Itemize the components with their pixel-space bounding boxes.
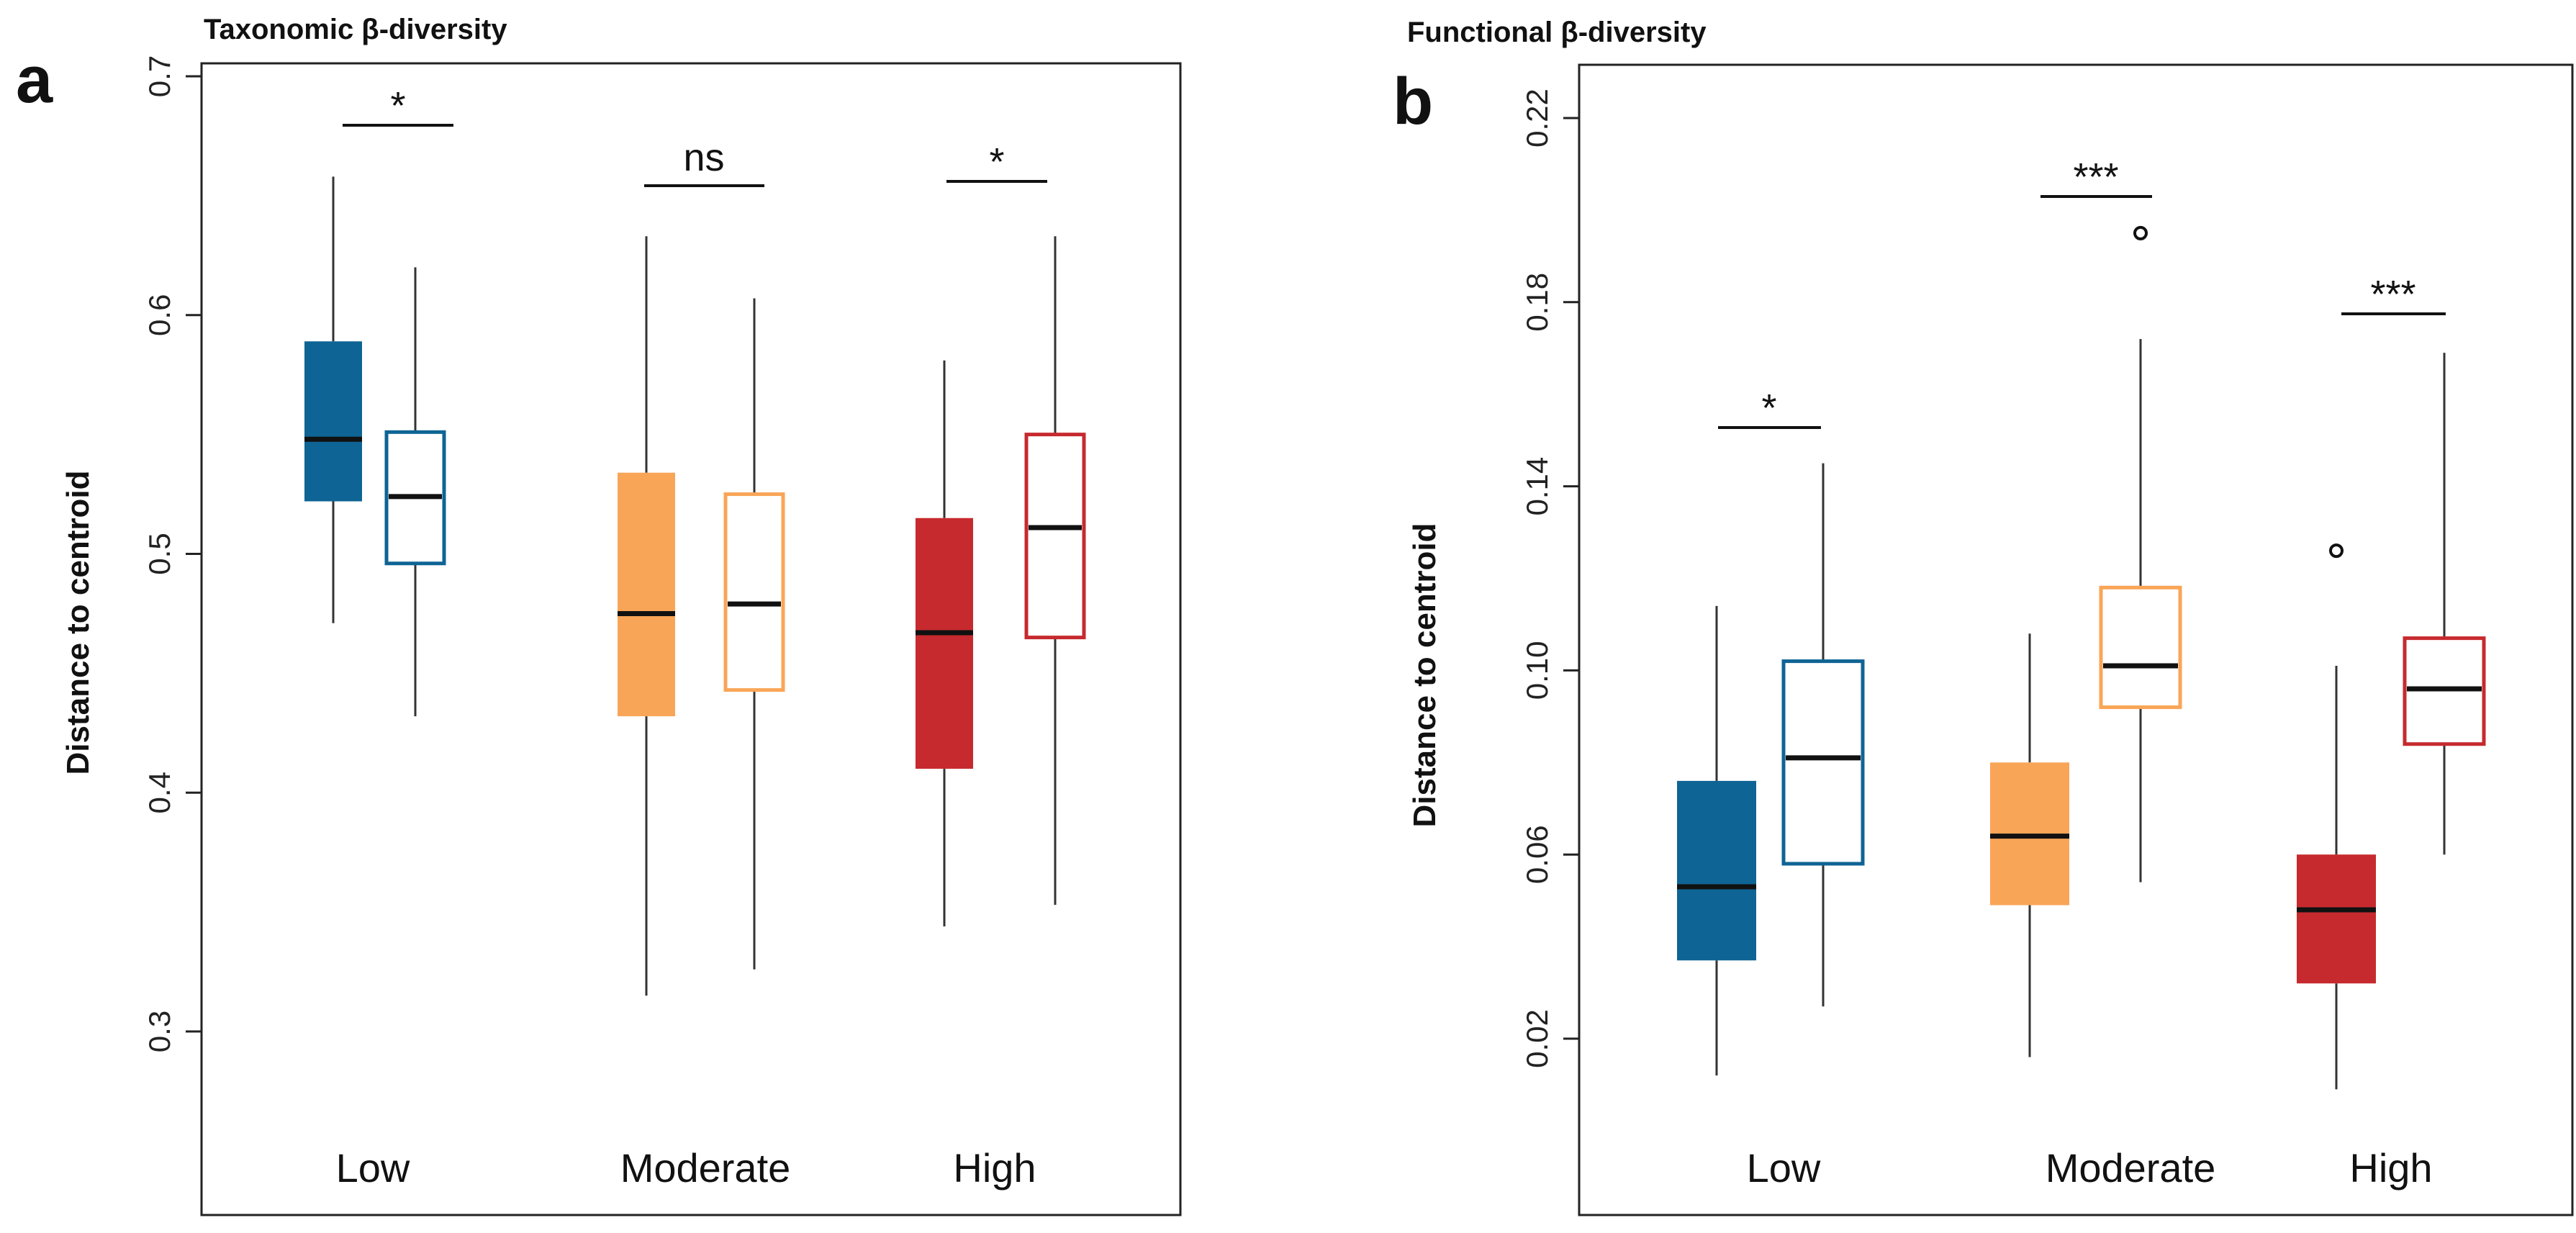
panel-b-title: Functional β-diversity [1407,17,1707,48]
y-tick-label: 0.02 [1520,1009,1554,1068]
category-label-low: Low [336,1145,410,1191]
panel-a-letter: a [16,43,53,117]
boxplot-high-open [2403,353,2486,855]
category-label-high: High [2349,1145,2432,1191]
panel-a-category-labels: Low Moderate High [336,1145,1036,1191]
boxplot-high-filled [2297,543,2376,1090]
panel-a-title: Taxonomic β-diversity [204,14,507,45]
outlier-point [2329,543,2344,559]
panel-a-plot-frame [200,62,1182,1216]
significance-label-low: * [390,84,405,127]
y-tick-label: 0.18 [1520,273,1554,332]
panel-a-boxplots [304,176,1086,996]
boxplot-moderate-filled [1990,633,2069,1057]
boxplot-high-open [1024,236,1086,905]
y-tick-label: 0.7 [143,55,176,97]
panel-b-category-labels: Low Moderate High [1747,1145,2433,1191]
panel-b-y-axis-label: Distance to centroid [1407,523,1442,828]
boxplot-low-filled [1677,605,1756,1076]
box-iqr [1677,780,1756,961]
category-label-low: Low [1747,1145,1821,1191]
box-iqr [1024,433,1086,640]
y-tick-label: 0.10 [1520,641,1554,700]
box-iqr [304,341,362,502]
y-tick-label: 0.14 [1520,457,1554,516]
box-iqr [1781,659,1865,866]
boxplot-high-filled [916,360,973,927]
significance-label-moderate: ns [683,136,724,179]
box-iqr [2297,854,2376,984]
y-tick-label: 0.4 [143,772,176,813]
boxplot-moderate-open [723,298,785,970]
boxplot-moderate-open [2099,225,2182,882]
box-iqr [916,518,973,769]
panel-a-y-ticks: 0.3 0.4 0.5 0.6 0.7 [143,55,202,1052]
panel-a-y-axis-label: Distance to centroid [60,471,96,775]
panel-b-boxplots [1677,225,2486,1090]
y-tick-label: 0.5 [143,533,176,574]
category-label-high: High [953,1145,1036,1191]
panel-b-letter: b [1393,65,1433,138]
box-iqr [618,472,675,717]
panel-b: b Functional β-diversity Distance to cen… [1393,17,2574,1216]
y-tick-label: 0.6 [143,294,176,336]
significance-label-high: *** [2370,273,2415,316]
box-iqr [2099,585,2182,710]
y-tick-label: 0.3 [143,1011,176,1052]
boxplot-low-filled [304,176,362,623]
boxplot-low-open [384,267,446,717]
boxplot-moderate-filled [618,236,675,996]
category-label-moderate: Moderate [2046,1145,2216,1191]
panel-b-plot-frame [1578,63,2574,1216]
significance-label-high: * [989,140,1004,184]
panel-a: a Taxonomic β-diversity Distance to cent… [16,14,1182,1216]
panel-b-y-ticks: 0.02 0.06 0.10 0.14 0.18 0.22 [1520,89,1579,1068]
category-label-moderate: Moderate [620,1145,791,1191]
boxplot-low-open [1781,463,1865,1007]
significance-label-low: * [1761,387,1776,430]
y-tick-label: 0.22 [1520,89,1554,148]
significance-label-moderate: *** [2073,155,2118,199]
panel-a-significance: * ns * [343,84,1047,187]
outlier-point [2133,225,2148,240]
panel-b-significance: * *** *** [1718,155,2446,430]
box-iqr [723,492,785,692]
y-tick-label: 0.06 [1520,825,1554,884]
